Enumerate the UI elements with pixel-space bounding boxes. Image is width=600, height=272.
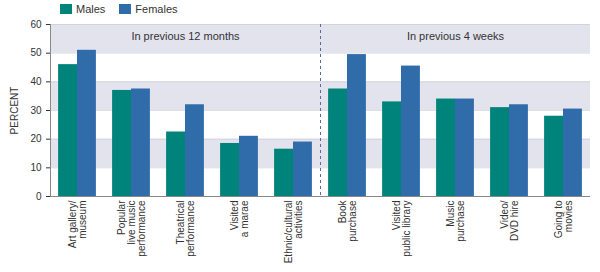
- svg-text:PERCENT: PERCENT: [9, 87, 20, 135]
- svg-text:In previous 12 months: In previous 12 months: [131, 30, 240, 42]
- svg-text:Bookpurchase: Bookpurchase: [337, 200, 358, 242]
- svg-text:0: 0: [36, 191, 42, 202]
- svg-text:Ethnic/culturalactivities: Ethnic/culturalactivities: [283, 201, 304, 264]
- svg-text:50: 50: [30, 47, 42, 58]
- svg-text:30: 30: [30, 105, 42, 116]
- svg-text:In previous 4 weeks: In previous 4 weeks: [407, 30, 505, 42]
- svg-text:Going tomovies: Going tomovies: [553, 200, 574, 238]
- svg-text:20: 20: [30, 133, 42, 144]
- svg-text:Video/DVD hire: Video/DVD hire: [499, 200, 520, 241]
- svg-text:Art gallery/museum: Art gallery/museum: [67, 200, 88, 248]
- svg-text:60: 60: [30, 19, 42, 30]
- svg-text:40: 40: [30, 76, 42, 87]
- svg-text:Theatricalperformance: Theatricalperformance: [175, 200, 196, 257]
- html-text:Males: Males: [76, 3, 106, 15]
- svg-text:Popularlive musicperformance: Popularlive musicperformance: [116, 200, 147, 257]
- svg-text:Musicpurchase: Musicpurchase: [445, 200, 466, 242]
- svg-text:Visiteda marae: Visiteda marae: [229, 200, 250, 237]
- svg-text:10: 10: [30, 162, 42, 173]
- html-text:Females: Females: [135, 3, 178, 15]
- svg-text:Visitedpublic library: Visitedpublic library: [391, 201, 412, 257]
